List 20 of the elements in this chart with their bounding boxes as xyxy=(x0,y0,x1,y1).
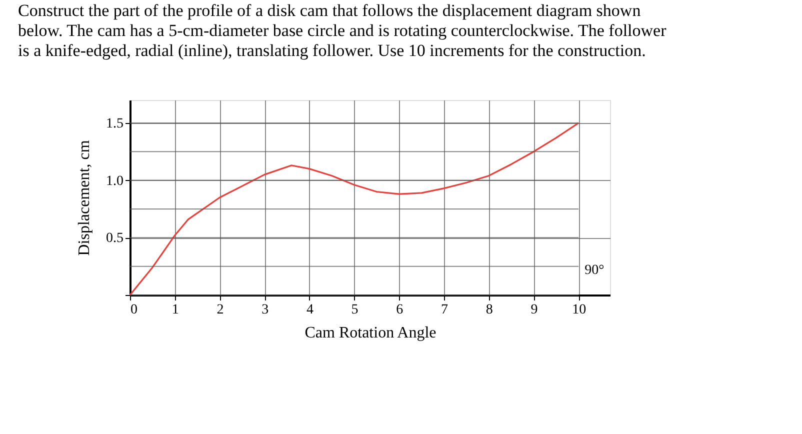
x-tick-label: 7 xyxy=(441,302,448,318)
text: below. The cam has a 5-cm-diameter base circle and is rotating counterclockwise. The follower xyxy=(18,21,666,40)
x-tick-label: 4 xyxy=(306,302,314,318)
x-tick-label: 3 xyxy=(262,302,269,318)
x-tick-label: 5 xyxy=(351,302,358,318)
text: is a knife-edged, radial (inline), translating follower. Use 10 increments for the construction. xyxy=(18,41,646,60)
text: Construct the part of the profile of a disk cam that follows the displacement diagram shown xyxy=(18,1,641,20)
y-tick-label: 1.5 xyxy=(106,116,124,132)
x-axis-title: Cam Rotation Angle xyxy=(304,324,436,342)
y-tick-label: 0.5 xyxy=(106,231,124,246)
x-tick-label: 6 xyxy=(396,302,404,318)
x-tick-label: 8 xyxy=(486,302,493,318)
x-tick-label: 10 xyxy=(572,302,586,318)
annotation: 90° xyxy=(584,263,604,278)
x-tick-label: 9 xyxy=(530,302,538,318)
text: 1.0 xyxy=(106,174,124,189)
x-tick-label: 1 xyxy=(172,302,179,318)
y-axis-title: Displacement, cm xyxy=(76,140,93,256)
x-tick-label: 0 xyxy=(130,302,138,318)
x-tick-label: 2 xyxy=(216,302,224,318)
